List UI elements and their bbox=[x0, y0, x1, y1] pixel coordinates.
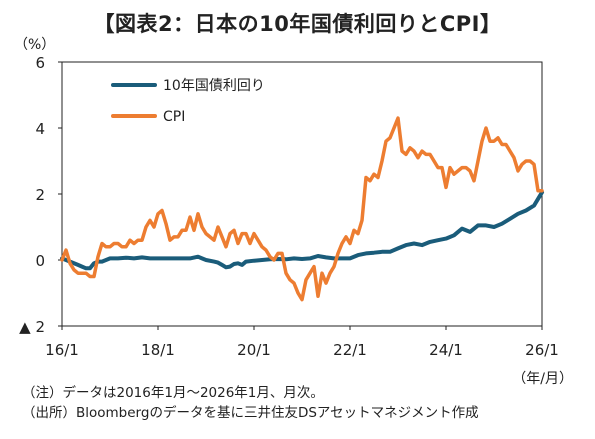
y-tick-label: 6 bbox=[35, 54, 45, 72]
x-tick-label: 20/1 bbox=[237, 341, 271, 359]
tick-labels: 6 4 2 0 ▲ 216/1 18/1 20/1 22/1 24/1 26/1 bbox=[19, 54, 559, 359]
legend: 10年国債利回り CPI bbox=[111, 78, 265, 125]
notes: （注）データは2016年1月～2026年1月、月次。 （出所）Bloomberg… bbox=[22, 383, 479, 423]
source-line: （出所）Bloombergのデータを基に三井住友DSアセットマネジメント作成 bbox=[22, 405, 479, 421]
x-unit-label: （年/月） bbox=[512, 371, 573, 387]
y-tick-label: 2 bbox=[35, 186, 45, 204]
x-tick-label: 16/1 bbox=[45, 341, 79, 359]
series-line-cpi bbox=[60, 116, 544, 302]
x-tick-label: 18/1 bbox=[141, 341, 175, 359]
line-chart: 10年国債利回り CPI 6 4 2 0 ▲ 216/1 18/1 20/1 22/1 24/1 2… bbox=[19, 54, 559, 359]
series-lines bbox=[60, 116, 544, 302]
y-tick-label: 0 bbox=[35, 252, 45, 270]
note-line: （注）データは2016年1月～2026年1月、月次。 bbox=[22, 385, 324, 401]
chart-title: 【図表2：日本の10年国債利回りとCPI】 bbox=[93, 12, 502, 36]
y-tick-label: 4 bbox=[35, 120, 45, 138]
y-unit-label: （%） bbox=[14, 37, 56, 53]
plot-frame bbox=[61, 61, 543, 327]
x-tick-label: 26/1 bbox=[525, 341, 559, 359]
axes bbox=[58, 61, 543, 330]
x-tick-label: 24/1 bbox=[429, 341, 463, 359]
legend-label: CPI bbox=[163, 109, 185, 125]
legend-label: 10年国債利回り bbox=[163, 78, 265, 94]
y-tick-label: ▲ 2 bbox=[19, 318, 45, 336]
series-line-jgb-10y bbox=[60, 190, 544, 271]
x-tick-label: 22/1 bbox=[333, 341, 367, 359]
